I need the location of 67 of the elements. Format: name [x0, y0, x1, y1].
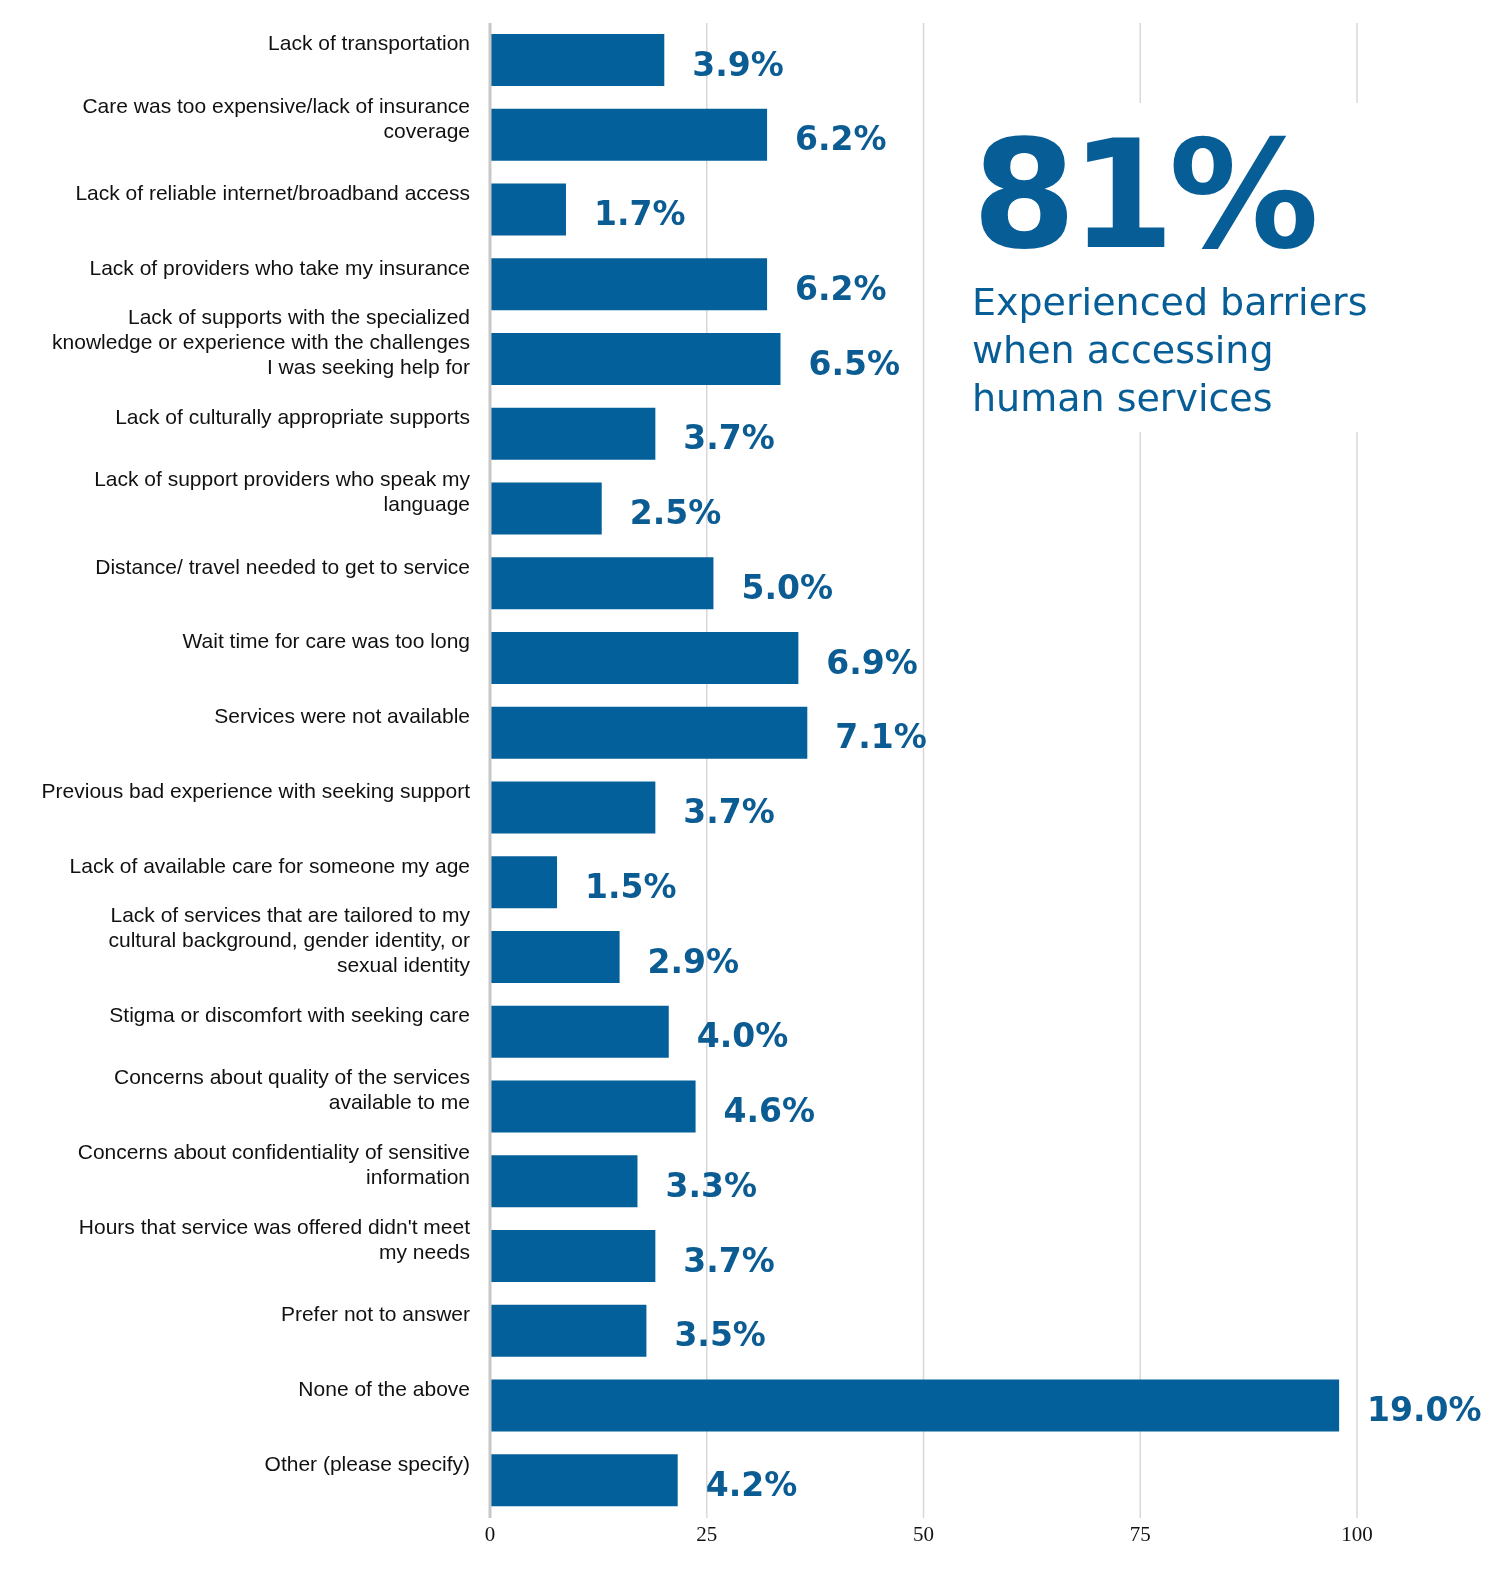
data-label: 6.2%	[795, 119, 887, 159]
data-label: 1.5%	[585, 866, 677, 906]
y-tick-label: Lack of services that are tailored to my cultural background, gender identity, or sexual identity	[108, 903, 471, 977]
x2-tick-label: 0	[484, 1521, 496, 1546]
y-tick-label: Lack of available care for someone my age	[69, 853, 470, 877]
x2-tick-label: 75	[1129, 1521, 1151, 1546]
data-label: 19.0%	[1367, 1390, 1482, 1429]
x2-tick-label: 25	[696, 1521, 718, 1546]
y-tick-label: Lack of transportation	[268, 31, 470, 55]
y-tick-label: None of the above	[298, 1376, 470, 1400]
bar	[490, 1155, 638, 1208]
y-tick-label: Services were not available	[214, 704, 470, 728]
data-label: 6.9%	[826, 642, 918, 682]
y-tick-label: Other (please specify)	[264, 1451, 470, 1475]
bar	[490, 183, 566, 236]
annotation: Experienced barriers when accessing human services	[972, 279, 1369, 422]
bar	[490, 1080, 696, 1133]
bar	[490, 706, 808, 759]
data-label: 4.6%	[723, 1091, 816, 1130]
data-label: 2.5%	[629, 493, 722, 532]
y-tick-label: Lack of reliable internet/broadband access	[75, 180, 470, 204]
bar	[490, 333, 781, 385]
data-label: 3.7%	[683, 792, 775, 831]
bar	[490, 632, 799, 684]
bar	[490, 1230, 656, 1282]
data-label: 6.2%	[795, 268, 887, 308]
bar	[490, 108, 768, 161]
data-label: 4.2%	[705, 1464, 798, 1504]
bar	[490, 1379, 1340, 1432]
data-label: 2.9%	[647, 941, 740, 981]
y-tick-label: Previous bad experience with seeking support	[41, 778, 471, 802]
bar	[490, 258, 768, 311]
data-label: 4.0%	[696, 1016, 789, 1056]
y-tick-label: Stigma or discomfort with seeking care	[109, 1003, 470, 1027]
y-tick-label: Hours that service was offered didn't meet my needs	[78, 1214, 471, 1263]
data-label: 3.7%	[683, 418, 775, 458]
bar	[490, 781, 656, 834]
y-tick-label: Lack of culturally appropriate supports	[115, 405, 470, 429]
data-label: 3.7%	[683, 1240, 775, 1280]
y-tick-label: Lack of supports with the specialized knowledge or experience with the challenges I was seeking help for	[52, 305, 471, 379]
bar	[490, 1005, 669, 1058]
y-tick-label: Prefer not to answer	[280, 1302, 471, 1326]
y-tick-label: Lack of support providers who speak my language	[94, 467, 471, 516]
bar	[490, 931, 620, 983]
data-label: 3.9%	[692, 44, 784, 84]
bar	[490, 856, 558, 909]
data-label: 1.7%	[593, 194, 686, 233]
data-label: 3.5%	[674, 1315, 766, 1355]
data-label: 7.1%	[835, 717, 927, 757]
y-tick-label: Concerns about quality of the services available to me	[113, 1065, 470, 1114]
bar	[490, 1304, 647, 1357]
y-tick-label: Concerns about confidentiality of sensitive information	[77, 1140, 470, 1189]
data-label: 5.0%	[741, 567, 833, 607]
data-label: 3.3%	[665, 1165, 758, 1205]
x2-tick-label: 50	[913, 1521, 934, 1546]
y-tick-label: Distance/ travel needed to get to service	[95, 554, 470, 578]
bar	[490, 1454, 678, 1507]
bar	[490, 407, 656, 460]
bar	[490, 557, 714, 610]
y-tick-label: Wait time for care was too long	[182, 629, 470, 653]
x2-tick-label: 100	[1341, 1521, 1373, 1546]
y-tick-label: Lack of providers who take my insurance	[89, 255, 470, 279]
bar	[490, 34, 665, 86]
y-tick-label: Care was too expensive/lack of insurance coverage	[82, 93, 470, 142]
bar	[490, 482, 602, 535]
annotation: 81%	[972, 108, 1315, 282]
data-label: 6.5%	[808, 343, 901, 383]
